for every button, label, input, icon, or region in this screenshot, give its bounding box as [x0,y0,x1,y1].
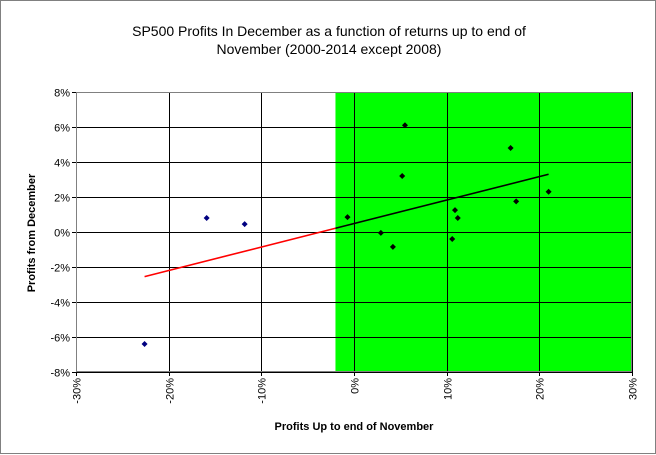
y-tick-label: 2% [54,193,70,205]
chart-title-line-2: November (2000-2014 except 2008) [217,41,442,57]
trendline-left [144,227,336,278]
chart-title-line-1: SP500 Profits In December as a function … [132,23,526,39]
x-tick-label: -10% [257,378,269,404]
x-tick-label: 20% [535,378,547,400]
y-tick-label: -2% [50,263,70,275]
x-tick-label: 30% [628,378,640,400]
x-tick-label: 0% [350,378,362,394]
data-point [545,188,552,195]
data-point [401,122,408,129]
y-tick-label: -4% [50,298,70,310]
data-point [203,215,210,221]
y-axis-title: Profits from December [26,173,38,292]
x-tick-label: -30% [72,378,84,404]
data-point [513,198,520,205]
x-axis-title: Profits Up to end of November [275,421,435,433]
data-point [377,229,384,236]
y-tick-label: 6% [54,123,70,135]
x-tick-label: -20% [165,378,177,404]
y-tick-label: 8% [54,88,70,100]
data-point [241,221,248,228]
data-point [452,207,459,214]
data-point [389,243,396,250]
data-point [449,236,456,242]
data-point [399,173,406,179]
data-point [454,215,461,221]
plot-area: 8% 6% 4% 2% 0% -2% -4% -6% -8%-30% -20% -10% 0% 10% 2… [50,88,639,404]
data-point [344,214,351,221]
chart-title: SP500 Profits In December as a function … [132,23,526,57]
x-tick-label: 10% [443,378,455,400]
y-tick-label: -8% [50,368,70,380]
y-tick-label: 4% [54,158,70,170]
trendline-right [335,173,549,230]
plot-border [76,92,632,372]
data-point [507,145,514,151]
data-point [141,341,148,347]
y-tick-label: -6% [50,333,70,345]
y-tick-label: 0% [54,228,70,240]
